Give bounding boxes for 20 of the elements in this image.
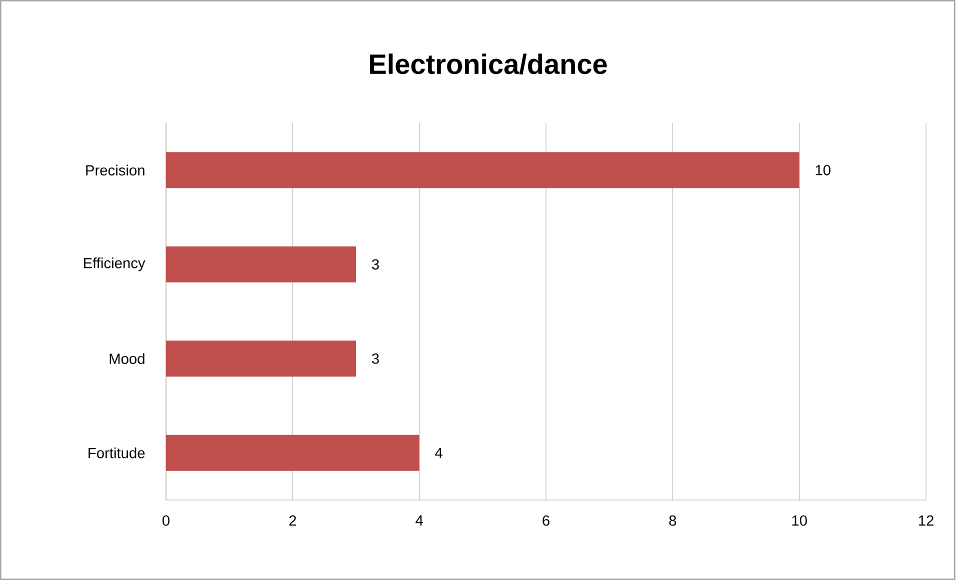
x-tick-label: 6 xyxy=(542,515,550,526)
y-tick-label: Fortitude xyxy=(88,447,145,458)
x-tick-label: 12 xyxy=(918,515,934,526)
x-tick-label: 4 xyxy=(416,515,423,526)
y-tick-label: Precision xyxy=(86,164,144,176)
data-label: 4 xyxy=(435,448,442,458)
bar xyxy=(166,340,356,377)
bar xyxy=(166,152,800,188)
x-tick-label: 2 xyxy=(289,515,296,526)
data-label: 3 xyxy=(372,259,379,270)
chart-title: Electronica/dance xyxy=(370,54,607,74)
x-tick-label: 10 xyxy=(792,515,807,526)
data-label: 10 xyxy=(816,164,830,176)
bar xyxy=(166,246,356,282)
x-tick-label: 0 xyxy=(162,515,170,526)
y-tick-label: Efficiency xyxy=(84,258,146,272)
y-tick-label: Mood xyxy=(110,353,144,364)
data-label: 3 xyxy=(372,353,379,364)
x-tick-label: 8 xyxy=(669,515,676,526)
bar xyxy=(166,434,420,471)
